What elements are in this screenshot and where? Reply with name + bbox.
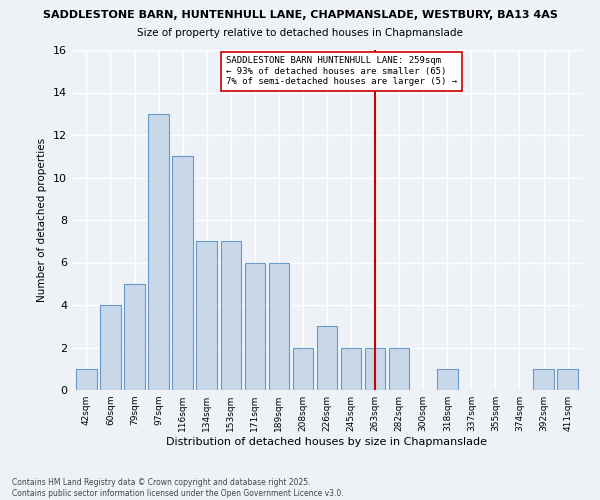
Bar (533, 369, 554, 390)
Bar (293, 348, 313, 390)
Text: Contains HM Land Registry data © Crown copyright and database right 2025.
Contai: Contains HM Land Registry data © Crown c… (12, 478, 344, 498)
Bar (196, 242, 217, 390)
Text: SADDLESTONE BARN, HUNTENHULL LANE, CHAPMANSLADE, WESTBURY, BA13 4AS: SADDLESTONE BARN, HUNTENHULL LANE, CHAPM… (43, 10, 557, 20)
Bar (148, 114, 169, 390)
Bar (317, 326, 337, 390)
Bar (269, 262, 289, 390)
X-axis label: Distribution of detached houses by size in Chapmanslade: Distribution of detached houses by size … (167, 437, 487, 447)
Bar (437, 369, 458, 390)
Bar (76, 369, 97, 390)
Bar (557, 369, 578, 390)
Bar (100, 305, 121, 390)
Bar (245, 262, 265, 390)
Bar (221, 242, 241, 390)
Bar (172, 156, 193, 390)
Bar (389, 348, 409, 390)
Bar (341, 348, 361, 390)
Bar (365, 348, 385, 390)
Text: Size of property relative to detached houses in Chapmanslade: Size of property relative to detached ho… (137, 28, 463, 38)
Y-axis label: Number of detached properties: Number of detached properties (37, 138, 47, 302)
Text: SADDLESTONE BARN HUNTENHULL LANE: 259sqm
← 93% of detached houses are smaller (6: SADDLESTONE BARN HUNTENHULL LANE: 259sqm… (226, 56, 457, 86)
Bar (124, 284, 145, 390)
